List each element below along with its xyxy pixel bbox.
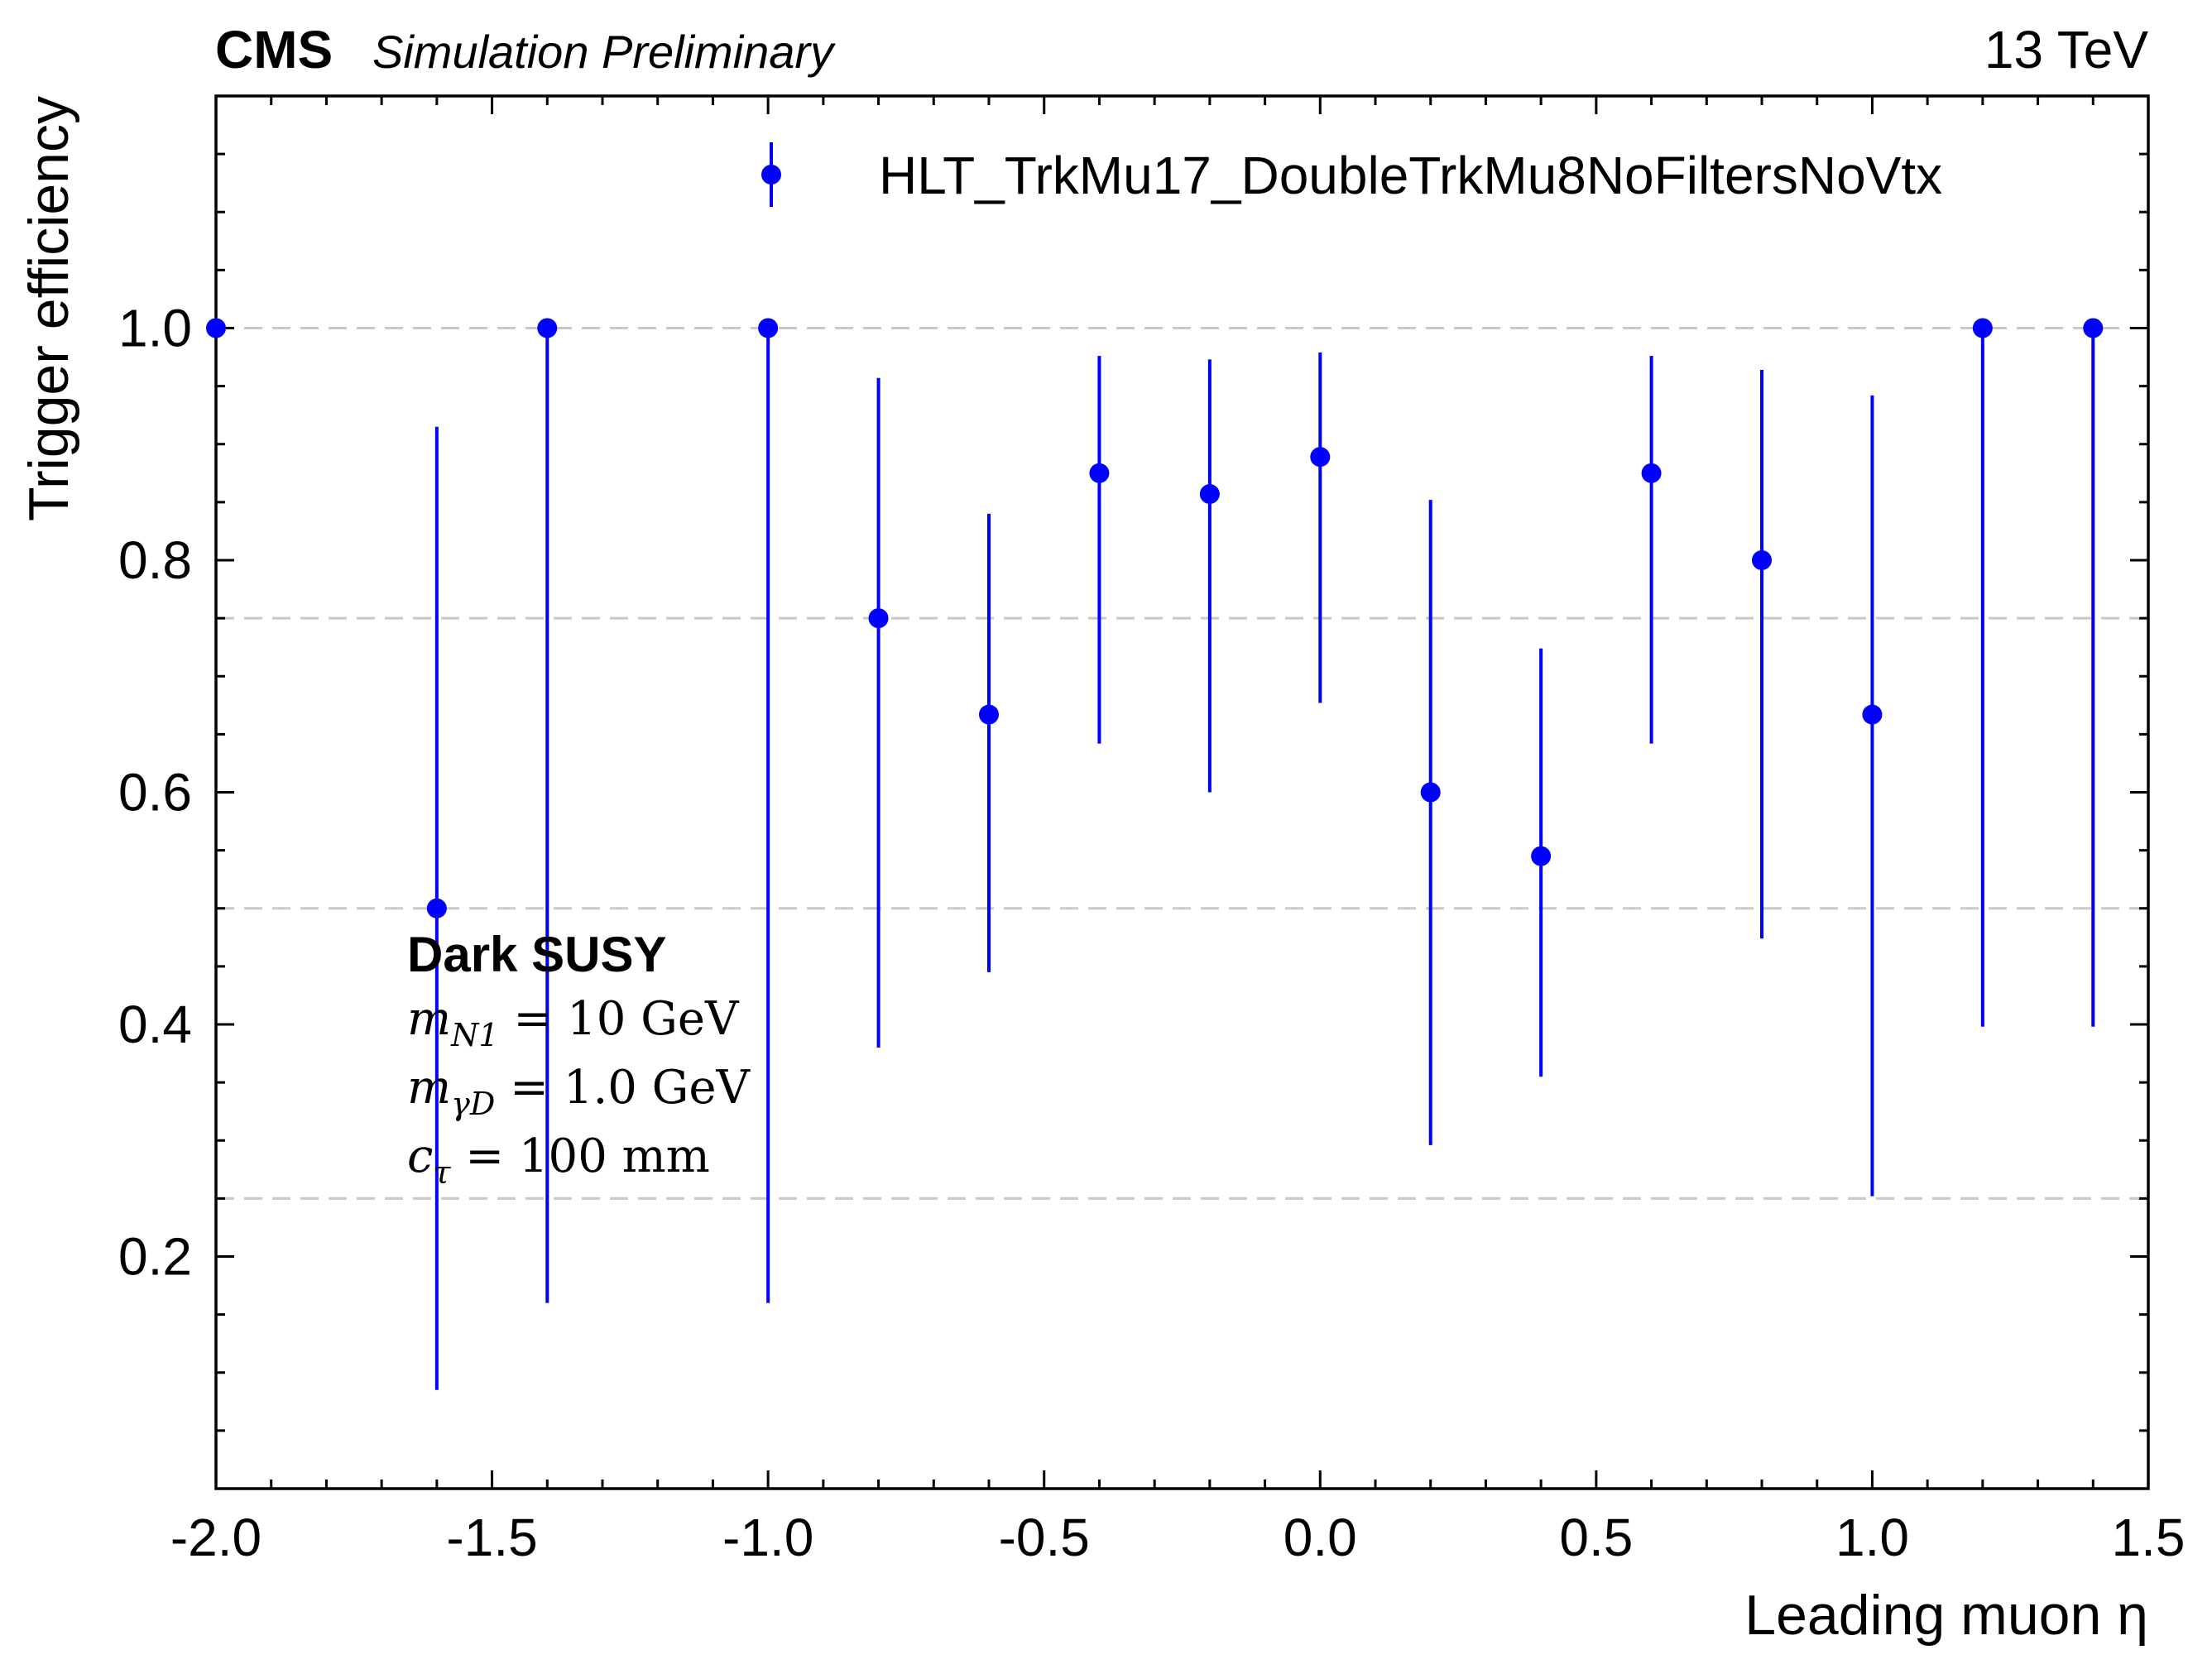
annotation-ctau-subscript: τ (433, 1154, 451, 1191)
annotation-mass-n1-value: = 10 GeV (499, 992, 740, 1046)
y-tick-label: 1.0 (118, 299, 192, 358)
x-tick-label: 0.0 (1284, 1508, 1357, 1567)
energy-label: 13 TeV (1984, 20, 2148, 79)
x-tick-label: 0.5 (1559, 1508, 1633, 1567)
annotation-ctau-value: = 100 mm (450, 1129, 709, 1183)
annotation-mass-n1-symbol: m (407, 992, 451, 1046)
data-points (206, 318, 2104, 1390)
annotation-mass-gd-symbol: m (407, 1061, 451, 1115)
y-axis-label: Trigger efficiency (17, 96, 80, 521)
data-point (1310, 447, 1331, 468)
data-point (1641, 463, 1662, 483)
annotation-mass-n1-subscript: N1 (450, 1017, 498, 1053)
data-point (1531, 846, 1552, 866)
data-point (537, 318, 558, 338)
annotation-mass-n1: mN1 = 10 GeV (407, 992, 740, 1053)
y-tick-label: 0.4 (118, 995, 192, 1054)
y-tick-label: 0.2 (118, 1227, 192, 1287)
annotation-mass-gd: mγD = 1.0 GeV (407, 1061, 751, 1122)
legend-label: HLT_TrkMu17_DoubleTrkMu8NoFiltersNoVtx (879, 146, 1942, 205)
data-point (1752, 550, 1772, 570)
data-point (1862, 704, 1883, 725)
annotation-title: Dark SUSY (407, 927, 666, 982)
axis-ticks: -2.0 -1.5 -1.0 -0.5 0.0 0.5 1.0 1.5 0.2 0.4 0.6 0.8… (118, 96, 2185, 1567)
x-tick-label: 1.0 (1835, 1508, 1909, 1567)
data-point (868, 608, 889, 629)
annotation-ctau: cτ = 100 mm (407, 1129, 710, 1191)
x-tick-label: -1.5 (446, 1508, 537, 1567)
data-point (1420, 782, 1441, 803)
x-axis-label: Leading muon η (1744, 1584, 2148, 1647)
data-point (426, 898, 447, 918)
data-point (1089, 463, 1110, 483)
experiment-label: CMS (215, 20, 333, 79)
legend-marker (761, 165, 781, 185)
x-tick-label: -1.0 (722, 1508, 813, 1567)
annotation-mass-gd-subscript: γD (451, 1086, 495, 1122)
x-tick-label: -0.5 (999, 1508, 1090, 1567)
y-tick-label: 0.6 (118, 763, 192, 823)
data-point (979, 704, 999, 725)
annotation-ctau-symbol: c (407, 1129, 433, 1183)
annotation-mass-gd-value: = 1.0 GeV (495, 1061, 751, 1115)
status-label: Simulation Preliminary (372, 26, 836, 78)
plot-frame (214, 94, 2150, 1490)
data-point (1199, 484, 1220, 505)
data-point (758, 318, 779, 338)
x-tick-label: 1.5 (2112, 1508, 2186, 1567)
data-point (206, 318, 226, 338)
data-point (2083, 318, 2104, 338)
y-tick-label: 0.8 (118, 530, 192, 590)
x-tick-label: -2.0 (170, 1508, 262, 1567)
legend: HLT_TrkMu17_DoubleTrkMu8NoFiltersNoVtx (761, 142, 1942, 207)
data-point (1972, 318, 1993, 338)
annotation-block: Dark SUSY mN1 = 10 GeV mγD = 1.0 GeV cτ … (407, 927, 751, 1191)
